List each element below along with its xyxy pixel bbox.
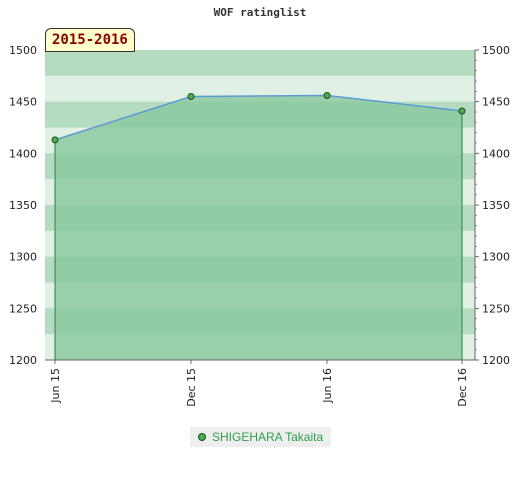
x-tick-label: Jun 16 [321, 368, 334, 404]
y-tick-label-left: 1450 [9, 96, 37, 109]
y-tick-label-right: 1400 [482, 147, 510, 160]
y-tick-label-right: 1350 [482, 199, 510, 212]
y-tick-label-left: 1500 [9, 44, 37, 57]
area-fill [54, 95, 463, 360]
y-tick-label-right: 1300 [482, 251, 510, 264]
data-point [187, 93, 195, 100]
data-point [51, 136, 59, 144]
x-tick-label: Dec 16 [456, 368, 469, 407]
y-tick-label-right: 1450 [482, 96, 510, 109]
legend[interactable]: SHIGEHARA Takaita [190, 427, 332, 447]
data-points [51, 91, 466, 144]
axes: 1200 1200 1250 1250 1300 1300 1350 1350 1400 1400… [9, 44, 510, 407]
y-tick-label-right: 1200 [482, 354, 510, 367]
y-tick-label-left: 1300 [9, 251, 37, 264]
y-tick-label-right: 1500 [482, 44, 510, 57]
legend-marker-icon [198, 433, 206, 441]
legend-label: SHIGEHARA Takaita [212, 430, 324, 444]
chart-title: WOF ratinglist [213, 6, 307, 19]
y-tick-label-right: 1250 [482, 302, 510, 315]
y-tick-label-left: 1200 [9, 354, 37, 367]
series-line [54, 94, 463, 141]
data-point [323, 91, 331, 99]
x-tick-label: Dec 15 [185, 368, 198, 407]
background-band [45, 50, 475, 77]
y-tick-label-left: 1350 [9, 199, 37, 212]
series-line [54, 94, 463, 141]
series-area [55, 95, 462, 360]
y-tick-label-left: 1250 [9, 302, 37, 315]
x-tick-label: Jun 15 [49, 368, 62, 404]
y-tick-label-left: 1400 [9, 147, 37, 160]
period-badge: 2015-2016 [45, 28, 135, 52]
data-point [458, 107, 466, 115]
